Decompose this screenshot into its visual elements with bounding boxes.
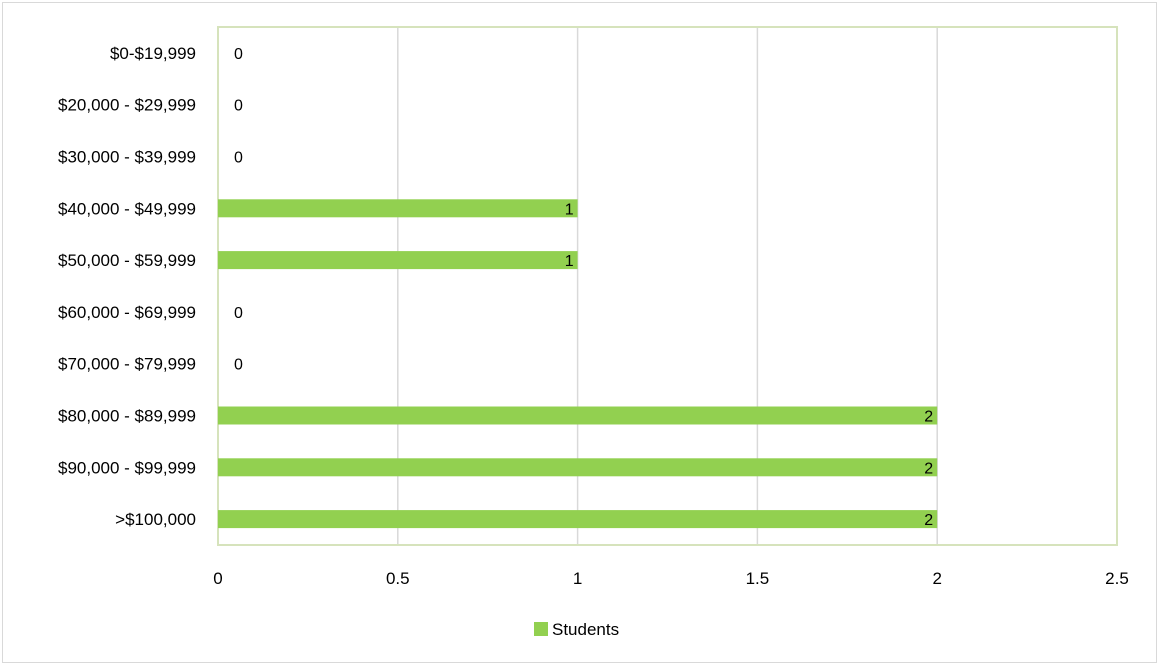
category-label-3: $40,000 - $49,999 [58, 199, 196, 218]
data-label-9: 2 [924, 512, 933, 529]
x-tick-label-2: 1 [573, 569, 582, 588]
category-label-9: >$100,000 [115, 510, 196, 529]
bar-8 [218, 458, 938, 477]
category-label-6: $70,000 - $79,999 [58, 355, 196, 374]
data-label-3: 1 [565, 201, 574, 218]
category-label-5: $60,000 - $69,999 [58, 303, 196, 322]
data-label-2: 0 [234, 150, 243, 167]
category-label-7: $80,000 - $89,999 [58, 407, 196, 426]
legend-swatch-students [534, 622, 548, 636]
data-label-4: 1 [565, 253, 574, 270]
category-label-1: $20,000 - $29,999 [58, 96, 196, 115]
bars: 0 0 0 1 1 0 0 2 2 2 [218, 46, 938, 529]
x-tick-label-0: 0 [213, 569, 222, 588]
category-axis-labels: $0-$19,999 $20,000 - $29,999 $30,000 - $39… [58, 44, 196, 529]
category-label-0: $0-$19,999 [110, 44, 196, 63]
data-label-8: 2 [924, 460, 933, 477]
data-label-6: 0 [234, 357, 243, 374]
data-label-7: 2 [924, 409, 933, 426]
category-label-4: $50,000 - $59,999 [58, 251, 196, 270]
data-label-0: 0 [234, 46, 243, 63]
x-tick-label-1: 0.5 [386, 569, 410, 588]
legend-label-students: Students [552, 620, 619, 639]
category-label-8: $90,000 - $99,999 [58, 458, 196, 477]
x-tick-label-3: 1.5 [746, 569, 770, 588]
data-label-1: 0 [234, 98, 243, 115]
value-axis-labels: 0 0.5 1 1.5 2 2.5 [213, 569, 1129, 588]
bar-3 [218, 199, 578, 218]
x-tick-label-5: 2.5 [1105, 569, 1129, 588]
bar-4 [218, 251, 578, 270]
legend: Students [534, 620, 619, 639]
bar-7 [218, 406, 938, 425]
plot-area-border [217, 26, 1118, 546]
category-label-2: $30,000 - $39,999 [58, 148, 196, 167]
data-label-5: 0 [234, 305, 243, 322]
bar-9 [218, 510, 938, 529]
x-tick-label-4: 2 [932, 569, 941, 588]
